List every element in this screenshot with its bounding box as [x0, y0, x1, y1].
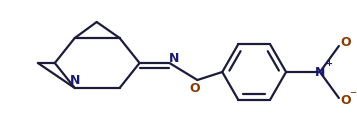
Text: N: N: [169, 53, 180, 65]
Text: O: O: [189, 82, 200, 95]
Text: −: −: [350, 88, 356, 98]
Text: N: N: [315, 65, 325, 79]
Text: O: O: [341, 37, 351, 49]
Text: O: O: [341, 95, 351, 107]
Text: N: N: [70, 75, 80, 87]
Text: +: +: [326, 60, 332, 68]
